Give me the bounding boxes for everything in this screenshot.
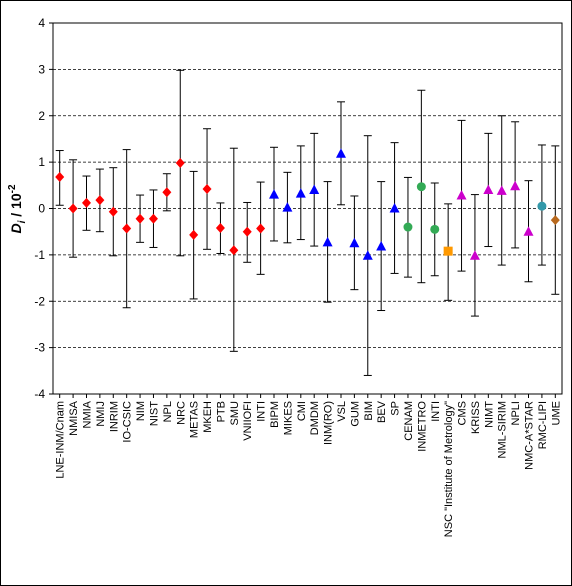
x-tick-label: SP	[390, 401, 402, 416]
x-tick-label: NML-SIRIM	[497, 401, 509, 458]
y-tick-label: -1	[34, 248, 45, 262]
x-tick-label: CMI	[296, 401, 308, 421]
data-point-circle	[537, 201, 547, 211]
x-tick-label: NMISA	[68, 400, 80, 436]
x-tick-label: NPL	[162, 401, 174, 422]
x-tick-label: MKEH	[202, 401, 214, 433]
x-tick-label: NRC	[175, 401, 187, 425]
x-tick-label: IO-CSIC	[122, 401, 134, 443]
data-point-triangle	[335, 148, 346, 158]
data-point-diamond	[256, 223, 266, 234]
data-point-triangle	[349, 237, 360, 248]
y-tick-label: 3	[38, 62, 45, 76]
y-tick-label: -3	[34, 341, 45, 355]
data-point-diamond	[215, 222, 225, 233]
x-tick-label: INMETRO	[416, 401, 428, 452]
gridlines	[53, 68, 562, 349]
data-point-triangle	[269, 189, 280, 199]
x-tick-label: GUM	[349, 401, 361, 427]
x-tick-label: PTB	[215, 401, 227, 422]
data-point-triangle	[282, 202, 293, 212]
x-tick-label: RMC-LIPI	[537, 401, 549, 449]
data-point-diamond	[550, 215, 560, 226]
data-markers	[55, 148, 560, 260]
data-point-diamond	[148, 213, 158, 224]
data-point-diamond	[68, 203, 78, 214]
x-tick-label: INTI	[256, 401, 268, 422]
data-point-triangle	[295, 188, 306, 198]
data-point-circle	[416, 182, 426, 192]
data-point-triangle	[389, 203, 400, 213]
y-tick-label: -2	[34, 294, 45, 308]
y-tick-label: 4	[38, 16, 45, 30]
x-tick-label: NMIA	[81, 400, 93, 428]
x-tick-label: KRISS	[470, 401, 482, 434]
x-tick-label: CENAM	[403, 401, 415, 441]
data-point-triangle	[496, 185, 507, 195]
x-tick-label: LNE-INM/Cnam	[55, 401, 67, 479]
x-tick-label: CMS	[457, 401, 469, 425]
data-point-triangle	[456, 190, 467, 200]
x-tick-label: SMU	[229, 401, 241, 426]
y-tick-label: -4	[34, 387, 45, 401]
x-tick-label: NSC "Institute of Metrology"	[443, 401, 455, 537]
x-tick-label: BEV	[376, 400, 388, 423]
y-axis: 4 3 2 1 0 -1 -2 -3 -4	[34, 16, 53, 401]
x-tick-label: NPLI	[510, 401, 522, 425]
x-tick-label: NMC-A*STAR	[524, 401, 536, 470]
data-point-triangle	[376, 241, 387, 251]
data-point-triangle	[483, 184, 494, 194]
y-tick-label: 1	[38, 155, 45, 169]
x-tick-label: NIST	[148, 401, 160, 426]
y-tick-label: 2	[38, 109, 45, 123]
x-tick-label: BIM	[363, 401, 375, 421]
data-point-diamond	[81, 197, 91, 208]
x-tick-label: VSL	[336, 401, 348, 422]
x-tick-label: INTI	[430, 401, 442, 422]
data-point-triangle	[469, 250, 480, 260]
data-point-diamond	[135, 213, 145, 224]
x-tick-label: BIPM	[269, 401, 281, 428]
y-tick-label: 0	[38, 202, 45, 216]
data-point-diamond	[229, 245, 239, 256]
y-axis-label: Di / 10-2	[7, 184, 28, 233]
data-point-diamond	[95, 195, 105, 206]
data-point-diamond	[108, 206, 118, 217]
data-point-diamond	[122, 223, 132, 234]
x-axis: LNE-INM/Cnam NMISA NMIA NMIJ INRIM IO-CSIC NIM…	[55, 394, 562, 537]
x-tick-label: UME	[550, 401, 562, 425]
x-tick-label: DMDM	[309, 401, 321, 435]
x-tick-label: METAS	[189, 401, 201, 438]
data-point-diamond	[162, 187, 172, 198]
x-tick-label: INRIM	[108, 401, 120, 432]
data-point-triangle	[309, 184, 320, 194]
data-point-square	[443, 246, 453, 256]
data-point-diamond	[55, 171, 65, 182]
x-tick-label: MIKES	[282, 401, 294, 435]
data-point-circle	[403, 222, 413, 232]
data-point-triangle	[510, 180, 521, 191]
data-point-circle	[430, 224, 440, 234]
x-tick-label: NIMT	[483, 401, 495, 428]
data-point-diamond	[242, 226, 252, 237]
data-point-triangle	[362, 250, 373, 260]
x-tick-label: INM(RO)	[323, 401, 335, 445]
data-point-triangle	[523, 226, 534, 236]
data-point-triangle	[322, 236, 333, 247]
data-point-diamond	[189, 229, 199, 240]
x-tick-label: NIM	[135, 401, 147, 421]
data-point-diamond	[175, 158, 185, 169]
x-tick-label: NMIJ	[95, 401, 107, 427]
data-point-diamond	[202, 184, 212, 195]
x-tick-label: VNIIOFI	[242, 401, 254, 441]
